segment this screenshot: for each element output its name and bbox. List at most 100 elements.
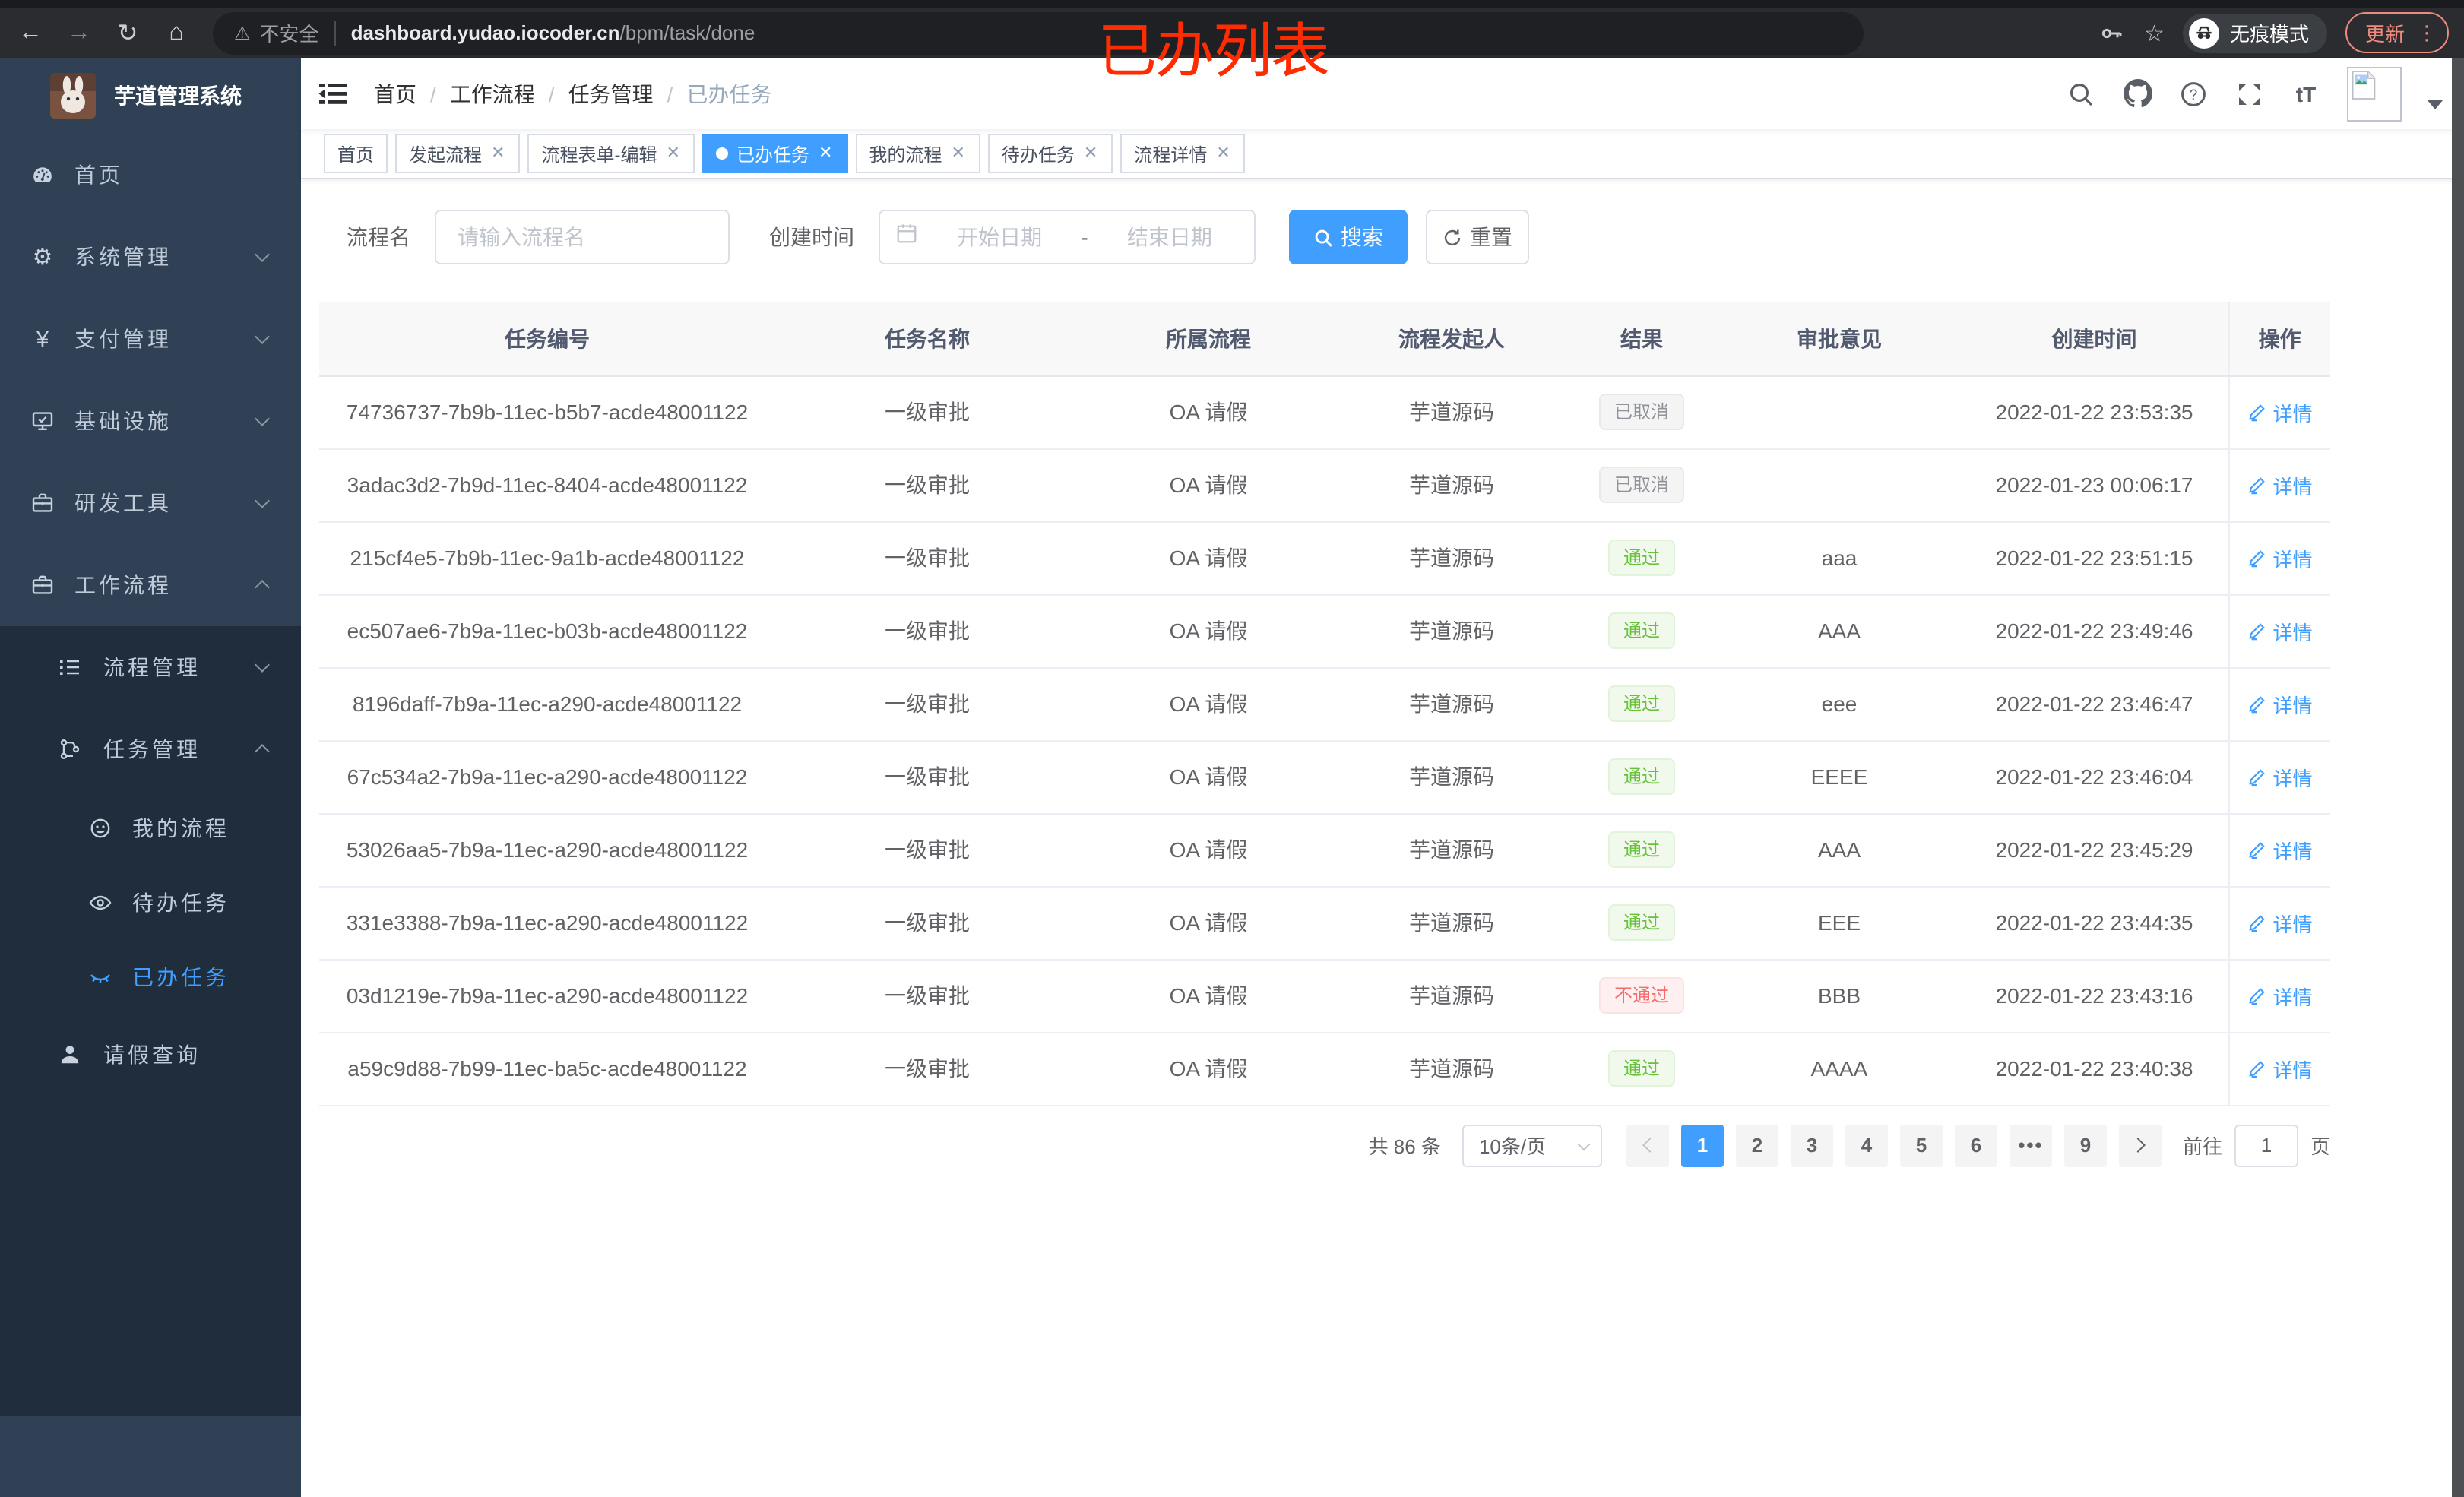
cell-task-name: 一级审批 — [775, 667, 1079, 741]
not-secure-warning-icon: ⚠ — [234, 22, 251, 43]
incognito-label: 无痕模式 — [2229, 23, 2309, 46]
detail-link[interactable]: 详情 — [2247, 543, 2313, 572]
browser-reload-icon[interactable]: ↻ — [117, 21, 138, 46]
sidebar-item-my-process[interactable]: 我的流程 — [0, 790, 301, 865]
cell-actions: 详情 — [2228, 813, 2330, 887]
address-bar[interactable]: ⚠ 不安全 dashboard.yudao.iocoder.cn /bpm/ta… — [213, 11, 1864, 54]
detail-link[interactable]: 详情 — [2247, 470, 2313, 499]
detail-link[interactable]: 详情 — [2247, 1054, 2313, 1083]
cell-opinion — [1718, 448, 1961, 522]
browser-home-icon[interactable]: ⌂ — [169, 19, 184, 45]
breadcrumb-task-mgmt[interactable]: 任务管理 — [568, 81, 654, 106]
sidebar-item-leave-query[interactable]: 请假查询 — [0, 1014, 301, 1096]
page-number-button[interactable]: 9 — [2063, 1124, 2107, 1166]
detail-link[interactable]: 详情 — [2247, 762, 2313, 791]
sidebar-logo[interactable]: 芋道管理系统 — [0, 58, 301, 134]
page-scrollbar[interactable] — [2452, 58, 2464, 1497]
sidebar-fold-icon[interactable] — [316, 77, 350, 110]
tab-close-icon[interactable]: ✕ — [666, 144, 680, 162]
prev-page-button[interactable] — [1626, 1124, 1669, 1166]
cell-created: 2022-01-22 23:46:47 — [1961, 667, 2228, 741]
sidebar-item-process-mgmt[interactable]: 流程管理 — [0, 626, 301, 708]
cell-task-name: 一级审批 — [775, 813, 1079, 887]
page-number-button[interactable]: 2 — [1735, 1124, 1778, 1166]
create-time-label: 创建时间 — [769, 225, 854, 249]
date-range-picker[interactable]: 开始日期 - 结束日期 — [879, 210, 1256, 264]
detail-link[interactable]: 详情 — [2247, 689, 2313, 718]
browser-menu-icon[interactable]: ⋮ — [2417, 21, 2438, 43]
tab-close-icon[interactable]: ✕ — [951, 144, 965, 162]
sidebar-item-devtools[interactable]: 研发工具 — [0, 462, 301, 544]
detail-link[interactable]: 详情 — [2247, 397, 2313, 426]
sidebar-item-home[interactable]: 首页 — [0, 134, 301, 216]
user-avatar[interactable] — [2347, 66, 2402, 121]
page-size-select[interactable]: 10条/页 — [1462, 1124, 1602, 1166]
cell-task-name: 一级审批 — [775, 594, 1079, 668]
logo-avatar — [50, 73, 96, 119]
detail-link[interactable]: 详情 — [2247, 908, 2313, 937]
goto-page-input[interactable] — [2234, 1124, 2298, 1166]
tab[interactable]: 待办任务 ✕ — [987, 134, 1113, 173]
process-name-input[interactable] — [435, 210, 730, 264]
search-icon[interactable] — [2066, 78, 2096, 109]
breadcrumb-workflow[interactable]: 工作流程 — [449, 81, 535, 106]
breadcrumb-home[interactable]: 首页 — [374, 81, 416, 106]
cell-process: OA 请假 — [1079, 375, 1338, 449]
avatar-dropdown-caret[interactable] — [2428, 100, 2443, 109]
cell-task-id: 67c534a2-7b9a-11ec-a290-acde48001122 — [319, 740, 775, 814]
gear-icon: ⚙ — [32, 244, 53, 270]
detail-link[interactable]: 详情 — [2247, 981, 2313, 1010]
page-number-button[interactable]: 1 — [1680, 1124, 1724, 1166]
tab[interactable]: 首页 ✕ — [324, 134, 388, 173]
tab-active-dot — [716, 147, 729, 160]
tab[interactable]: 发起流程 ✕ — [395, 134, 521, 173]
page-number-button[interactable]: 4 — [1845, 1124, 1888, 1166]
cell-task-id: 331e3388-7b9a-11ec-a290-acde48001122 — [319, 886, 775, 960]
detail-link-label: 详情 — [2272, 913, 2313, 935]
browser-update-button[interactable]: 更新 ⋮ — [2345, 12, 2449, 53]
cell-actions: 详情 — [2228, 1032, 2330, 1106]
end-date-placeholder: 结束日期 — [1126, 225, 1212, 249]
sidebar-item-todo-tasks[interactable]: 待办任务 — [0, 865, 301, 939]
cell-result: 通过 — [1566, 740, 1718, 814]
search-button[interactable]: 搜索 — [1289, 210, 1408, 264]
help-icon[interactable]: ? — [2178, 78, 2209, 109]
cell-opinion — [1718, 375, 1961, 449]
sidebar-item-workflow[interactable]: 工作流程 — [0, 544, 301, 626]
not-secure-label: 不安全 — [259, 23, 319, 46]
fullscreen-icon[interactable] — [2234, 78, 2265, 109]
sidebar-item-done-tasks[interactable]: 已办任务 — [0, 939, 301, 1014]
tab[interactable]: 已办任务 ✕ — [702, 134, 848, 173]
sidebar-item-infra[interactable]: 基础设施 — [0, 380, 301, 462]
tab-close-icon[interactable]: ✕ — [491, 144, 505, 162]
tab-close-icon[interactable]: ✕ — [1216, 144, 1230, 162]
sidebar-item-task-mgmt[interactable]: 任务管理 — [0, 708, 301, 790]
sidebar-item-label: 我的流程 — [132, 815, 230, 840]
url-path: /bpm/task/done — [619, 21, 755, 44]
detail-link[interactable]: 详情 — [2247, 616, 2313, 645]
sidebar-item-system[interactable]: ⚙ 系统管理 — [0, 216, 301, 298]
tab[interactable]: 流程表单-编辑 ✕ — [527, 134, 695, 173]
password-key-icon[interactable] — [2095, 17, 2126, 48]
tab[interactable]: 流程详情 ✕ — [1120, 134, 1246, 173]
font-size-icon[interactable]: tT — [2295, 81, 2317, 106]
tab-close-icon[interactable]: ✕ — [1083, 144, 1098, 162]
cell-task-name: 一级审批 — [775, 375, 1079, 449]
page-number-button[interactable]: 3 — [1790, 1124, 1833, 1166]
browser-forward-icon[interactable]: → — [67, 19, 91, 45]
tab[interactable]: 我的流程 ✕ — [855, 134, 980, 173]
detail-link[interactable]: 详情 — [2247, 835, 2313, 864]
page-number-button[interactable]: 5 — [1899, 1124, 1943, 1166]
reset-button[interactable]: 重置 — [1426, 210, 1529, 264]
cell-task-name: 一级审批 — [775, 1032, 1079, 1106]
next-page-button[interactable] — [2118, 1124, 2162, 1166]
bookmark-star-icon[interactable]: ☆ — [2144, 21, 2165, 46]
page-number-button[interactable]: ••• — [2009, 1124, 2052, 1166]
sidebar-item-label: 待办任务 — [132, 890, 230, 914]
tab-close-icon[interactable]: ✕ — [818, 144, 833, 162]
cell-created: 2022-01-23 00:06:17 — [1961, 448, 2228, 522]
browser-back-icon[interactable]: ← — [18, 19, 43, 45]
sidebar-item-payment[interactable]: ¥ 支付管理 — [0, 298, 301, 380]
page-number-button[interactable]: 6 — [1954, 1124, 1997, 1166]
github-icon[interactable] — [2122, 78, 2152, 109]
